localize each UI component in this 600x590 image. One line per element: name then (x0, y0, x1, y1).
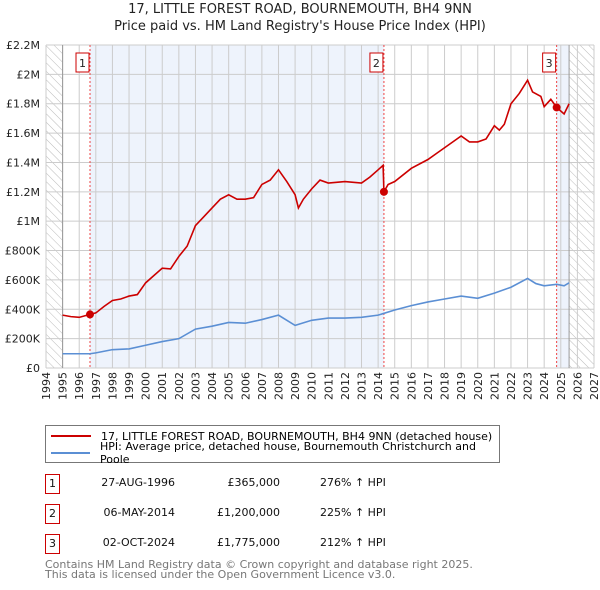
legend-swatch (51, 435, 91, 437)
x-tick-label: 1997 (90, 372, 103, 400)
x-tick-label: 2008 (272, 372, 285, 400)
x-tick-label: 2024 (538, 372, 551, 400)
x-tick-label: 1999 (123, 372, 136, 400)
x-tick-label: 2000 (140, 372, 153, 400)
x-tick-label: 2023 (522, 372, 535, 400)
sale-point (552, 103, 561, 112)
y-tick-label: £1.6M (6, 127, 40, 140)
x-tick-label: 2019 (455, 372, 468, 400)
legend-item-hpi: HPI: Average price, detached house, Bour… (46, 440, 499, 466)
sale-label: 2 (373, 57, 380, 70)
x-tick-label: 2020 (472, 372, 485, 400)
x-tick-label: 2017 (422, 372, 435, 400)
y-tick-label: £1M (17, 215, 41, 228)
footer-line: This data is licensed under the Open Gov… (45, 568, 396, 581)
y-tick-label: £400K (5, 303, 41, 316)
sale-date: 02-OCT-2024 (102, 536, 175, 549)
footer-line: Contains HM Land Registry data © Crown c… (45, 558, 473, 571)
y-tick-label: £1.2M (6, 186, 40, 199)
price-chart: 1994 1995 1996 1997 1998 1999 2000 2001 2002 2003… (5, 39, 600, 400)
x-tick-label: 2006 (239, 372, 252, 400)
sale-point (379, 187, 388, 196)
x-tick-label: 1994 (40, 372, 53, 400)
legend-label: HPI: Average price, detached house, Bour… (100, 440, 476, 466)
y-tick-label: £200K (5, 333, 41, 346)
sale-point (86, 310, 95, 319)
y-tick-label: £2M (17, 68, 41, 81)
sale-date: 06-MAY-2014 (103, 506, 175, 519)
sale-label-box (542, 52, 557, 73)
x-tick-label: 2010 (306, 372, 319, 400)
y-tick-label: £800K (5, 245, 41, 258)
x-tick-label: 1998 (106, 372, 119, 400)
sale-number-box: 2 (45, 504, 60, 524)
sale-label-box (75, 52, 90, 73)
chart-subtitle: Price paid vs. HM Land Registry's House … (114, 19, 486, 34)
x-tick-label: 2026 (571, 372, 584, 400)
x-tick-label: 2016 (405, 372, 418, 400)
sale-date: 27-AUG-1996 (101, 476, 175, 489)
legend-swatch (51, 452, 91, 454)
sale-label: 1 (79, 57, 86, 70)
legend-item-property: 17, LITTLE FOREST ROAD, BOURNEMOUTH, BH4… (46, 428, 492, 444)
sale-price: £1,775,000 (217, 536, 280, 549)
x-tick-label: 2002 (173, 372, 186, 400)
x-tick-label: 1996 (73, 372, 86, 400)
sale-price: £1,200,000 (217, 506, 280, 519)
x-tick-label: 2013 (356, 372, 369, 400)
y-tick-label: £0 (26, 362, 40, 375)
x-tick-label: 2004 (206, 372, 219, 400)
x-tick-label: 2012 (339, 372, 352, 400)
shaded-band (90, 45, 384, 368)
chart-title: 17, LITTLE FOREST ROAD, BOURNEMOUTH, BH4… (128, 2, 472, 17)
y-tick-label: £1.4M (6, 156, 40, 169)
sale-hpi-change: 225% ↑ HPI (320, 506, 386, 519)
x-tick-label: 2009 (289, 372, 302, 400)
hatched-region-after (569, 45, 594, 368)
x-tick-label: 2001 (156, 372, 169, 400)
x-tick-label: 2027 (588, 372, 600, 400)
legend: 17, LITTLE FOREST ROAD, BOURNEMOUTH, BH4… (45, 425, 500, 466)
y-tick-label: £1.8M (6, 98, 40, 111)
hatched-region-before (46, 45, 63, 368)
x-tick-label: 2005 (223, 372, 236, 400)
property-price-line (62, 78, 570, 319)
x-tick-label: 2018 (439, 372, 452, 400)
x-tick-label: 1995 (57, 372, 70, 400)
x-tick-label: 2014 (372, 372, 385, 400)
sale-label-box (369, 52, 384, 73)
shaded-band (556, 45, 570, 368)
x-tick-label: 2021 (488, 372, 501, 400)
x-tick-label: 2025 (555, 372, 568, 400)
x-tick-label: 2003 (189, 372, 202, 400)
hpi-line (62, 277, 570, 355)
sale-price: £365,000 (227, 476, 281, 489)
sale-hpi-change: 276% ↑ HPI (320, 476, 386, 489)
x-tick-label: 2011 (322, 372, 335, 400)
x-tick-label: 2015 (389, 372, 402, 400)
sale-number-box: 1 (45, 474, 60, 494)
sale-hpi-change: 212% ↑ HPI (320, 536, 386, 549)
x-tick-label: 2007 (256, 372, 269, 400)
legend-label: 17, LITTLE FOREST ROAD, BOURNEMOUTH, BH4… (101, 429, 493, 443)
y-tick-label: £2.2M (6, 39, 40, 52)
y-tick-label: £600K (5, 274, 41, 287)
x-tick-label: 2022 (505, 372, 518, 400)
sale-number-box: 3 (45, 534, 60, 554)
sale-label: 3 (546, 57, 553, 70)
